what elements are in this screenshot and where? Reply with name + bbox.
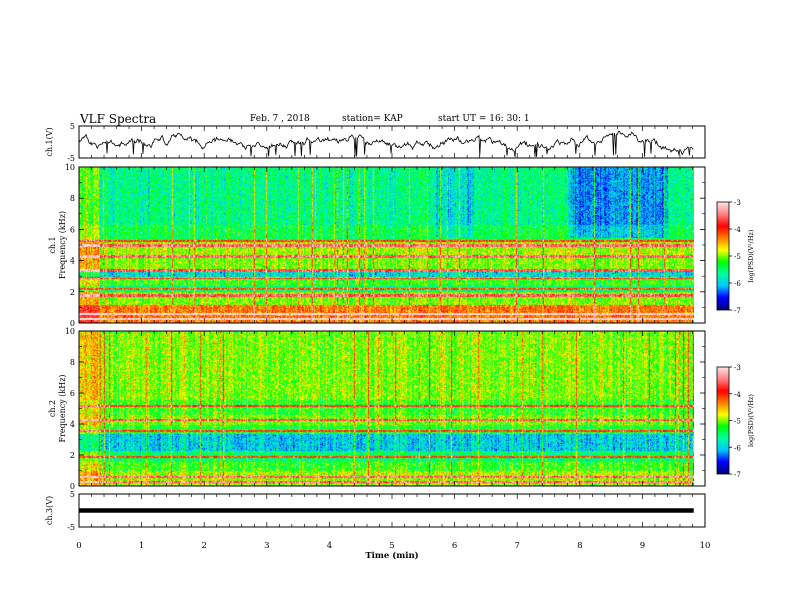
y-tick-label: 2 (70, 451, 75, 460)
y-tick-label: -5 (67, 154, 75, 163)
y-axis-label: Frequency (kHz) (58, 374, 67, 442)
y-axis-label: ch.1 (48, 236, 57, 253)
colorbar-tick-label: -4 (734, 226, 741, 234)
spectrogram-image-2 (79, 331, 694, 486)
x-tick-label: 9 (640, 541, 645, 551)
figure-title: VLF Spectra (80, 112, 157, 126)
colorbar-tick-label: -5 (734, 253, 741, 261)
colorbar-label: log(PSD)(V²/Hz) (747, 229, 755, 282)
colorbar-label: log(PSD)(V²/Hz) (747, 394, 755, 447)
colorbar-tick-label: -3 (734, 364, 741, 372)
x-tick-label: 3 (264, 541, 269, 551)
y-tick-label: 0 (70, 482, 75, 491)
y-tick-label: 8 (70, 194, 75, 203)
y-tick-label: 6 (70, 389, 75, 398)
y-tick-label: 4 (70, 257, 75, 266)
colorbar-tick-label: -7 (734, 307, 741, 315)
y-axis-label: Frequency (kHz) (58, 211, 67, 279)
y-tick-label: 10 (65, 163, 75, 172)
y-axis-label: ch.2 (48, 400, 57, 417)
date-label: Feb. 7 , 2018 (250, 114, 310, 124)
x-tick-label: 10 (700, 541, 711, 551)
y-tick-label: 6 (70, 225, 75, 234)
x-tick-label: 5 (389, 541, 394, 551)
y-tick-label: 4 (70, 420, 75, 429)
x-tick-label: 4 (327, 541, 332, 551)
start-ut-label: start UT = 16: 30: 1 (438, 114, 530, 124)
y-tick-label: -5 (67, 523, 75, 532)
x-tick-label: 7 (514, 541, 519, 551)
colorbar-tick-label: -5 (734, 418, 741, 426)
y-tick-label: 5 (70, 122, 75, 131)
y-tick-label: 5 (70, 490, 75, 499)
y-tick-label: 10 (65, 327, 75, 336)
colorbar-image-2 (717, 367, 729, 474)
colorbar-tick-label: -3 (734, 199, 741, 207)
y-axis-label: ch.1(V) (45, 127, 54, 156)
colorbar-tick-label: -6 (734, 444, 741, 452)
station-label: station= KAP (342, 114, 403, 124)
y-axis-label: ch.3(V) (45, 496, 54, 525)
x-tick-label: 6 (452, 541, 457, 551)
x-axis-label: Time (min) (365, 550, 418, 561)
colorbar-tick-label: -6 (734, 280, 741, 288)
x-tick-label: 2 (201, 541, 206, 551)
mark-layer: -3 -4 -5 -6 -7 log(PSD)(V²/Hz) -3 -4 -5 -6 -7 log(P… (45, 122, 755, 561)
colorbar-tick-label: -4 (734, 391, 741, 399)
ch1-waveform-line (78, 130, 694, 158)
x-tick-label: 8 (577, 541, 582, 551)
x-tick-label: 0 (76, 541, 81, 551)
colorbar-image-1 (717, 202, 729, 310)
y-tick-label: 2 (70, 288, 75, 297)
image-layer (79, 167, 729, 486)
y-tick-label: 8 (70, 358, 75, 367)
x-tick-label: 1 (139, 541, 144, 551)
colorbar-tick-label: -7 (734, 471, 741, 479)
spectrogram-image-1 (79, 167, 694, 323)
y-tick-label: 0 (70, 319, 75, 328)
